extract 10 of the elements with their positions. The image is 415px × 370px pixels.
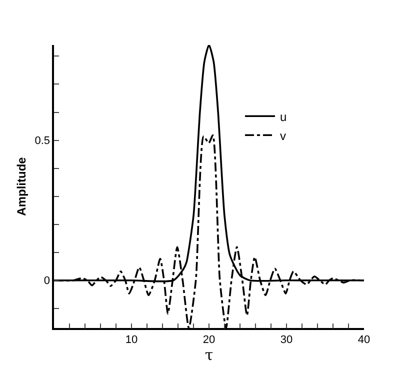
x-tick-label: 40 <box>358 334 370 346</box>
x-axis-title: τ <box>204 346 214 364</box>
x-tick-label: 10 <box>125 334 138 346</box>
legend-label: v <box>280 128 286 143</box>
y-tick-label: 0 <box>44 275 50 288</box>
x-tick-label: 30 <box>280 334 293 346</box>
legend-label: u <box>280 110 287 124</box>
x-tick-label: 20 <box>202 334 216 346</box>
y-tick-label: 0.5 <box>34 135 50 148</box>
y-axis-title: Amplitude <box>14 156 29 216</box>
